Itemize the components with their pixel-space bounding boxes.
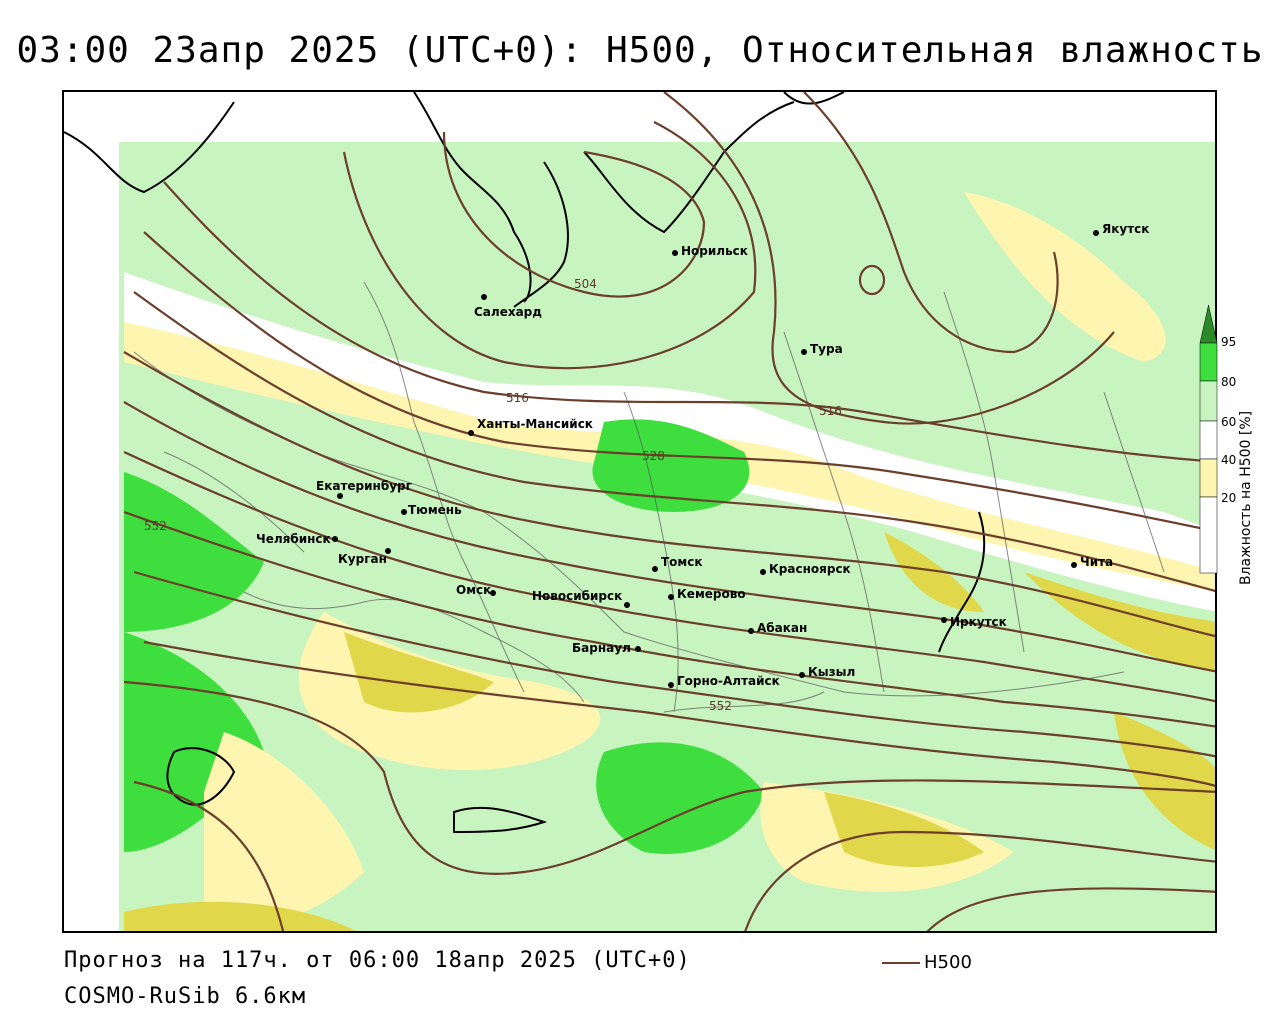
city-markers: Норильск Якутск Салехард Тура Ханты-Манс… xyxy=(256,222,1149,688)
city-omsk: Омск xyxy=(456,583,496,597)
svg-text:Барнаул: Барнаул xyxy=(572,641,631,655)
svg-text:Екатеринбург: Екатеринбург xyxy=(316,479,412,493)
city-kemerovo: Кемерово xyxy=(668,587,746,601)
colorbar-tick: 80 xyxy=(1221,375,1237,389)
colorbar-tick: 20 xyxy=(1221,491,1237,505)
map-title: 03:00 23апр 2025 (UTC+0): H500, Относите… xyxy=(16,30,1264,71)
svg-text:Кемерово: Кемерово xyxy=(677,587,746,601)
svg-text:Норильск: Норильск xyxy=(681,244,748,258)
svg-text:Якутск: Якутск xyxy=(1102,222,1149,236)
svg-text:Томск: Томск xyxy=(661,555,703,569)
city-gorno-altaysk: Горно-Алтайск xyxy=(668,674,780,688)
forecast-info: Прогноз на 117ч. от 06:00 18апр 2025 (UT… xyxy=(64,948,691,973)
colorbar-tick: 60 xyxy=(1221,415,1237,429)
humidity-colorbar: 95 80 60 40 20 xyxy=(1199,304,1280,595)
svg-text:Чита: Чита xyxy=(1080,555,1113,569)
contour-labels: 504 516 516 528 552 552 xyxy=(144,277,842,713)
series-legend-label: H500 xyxy=(924,952,972,973)
humidity-field xyxy=(64,92,1215,931)
svg-text:Иркутск: Иркутск xyxy=(950,615,1007,629)
map-panel[interactable]: 504 516 516 528 552 552 Норильск Якутск … xyxy=(62,90,1217,933)
h500-contours xyxy=(123,92,1215,931)
contour-label: 528 xyxy=(642,449,665,463)
series-legend-swatch xyxy=(882,961,920,964)
colorbar-tick: 40 xyxy=(1221,453,1237,467)
map-canvas: 504 516 516 528 552 552 Норильск Якутск … xyxy=(64,92,1215,931)
city-tura: Тура xyxy=(801,342,843,356)
city-tomsk: Томск xyxy=(652,555,703,572)
colorbar-title: Влажность на H500 [%] xyxy=(1238,410,1254,585)
city-yakutsk: Якутск xyxy=(1093,222,1149,236)
svg-text:Кызыл: Кызыл xyxy=(808,665,855,679)
svg-text:Тура: Тура xyxy=(810,342,843,356)
contour-label: 552 xyxy=(144,519,167,533)
city-barnaul: Барнаул xyxy=(572,641,641,655)
colorbar-arrow xyxy=(1199,304,1218,344)
city-salekhard: Салехард xyxy=(474,294,542,319)
svg-text:Курган: Курган xyxy=(338,552,387,566)
city-krasnoyarsk: Красноярск xyxy=(760,562,851,576)
contour-label: 516 xyxy=(819,404,842,418)
city-irkutsk: Иркутск xyxy=(941,615,1007,629)
city-chita: Чита xyxy=(1071,555,1113,569)
svg-text:Горно-Алтайск: Горно-Алтайск xyxy=(677,674,780,688)
city-chelyabinsk: Челябинск xyxy=(256,532,338,546)
contour-label: 552 xyxy=(709,699,732,713)
colorbar-tick: 95 xyxy=(1221,335,1237,349)
city-novosibirsk: Новосибирск xyxy=(532,589,630,608)
svg-text:Красноярск: Красноярск xyxy=(769,562,851,576)
svg-text:Абакан: Абакан xyxy=(757,621,807,635)
svg-text:Новосибирск: Новосибирск xyxy=(532,589,622,603)
city-kurgan: Курган xyxy=(338,548,391,566)
city-abakan: Абакан xyxy=(748,621,807,635)
svg-text:Челябинск: Челябинск xyxy=(256,532,331,546)
city-norilsk: Норильск xyxy=(672,244,748,258)
city-yekaterinburg: Екатеринбург xyxy=(316,479,412,499)
contour-label: 516 xyxy=(506,391,529,405)
svg-text:Омск: Омск xyxy=(456,583,491,597)
coastline xyxy=(64,92,986,834)
colorbar-swatches xyxy=(1199,304,1218,574)
series-legend: H500 xyxy=(882,952,972,973)
city-kyzyl: Кызыл xyxy=(799,665,855,679)
city-khanty-mansiysk: Ханты-Мансийск xyxy=(468,417,593,436)
svg-text:Тюмень: Тюмень xyxy=(408,503,462,517)
svg-text:Салехард: Салехард xyxy=(474,305,542,319)
svg-text:Ханты-Мансийск: Ханты-Мансийск xyxy=(477,417,593,431)
city-tyumen: Тюмень xyxy=(401,503,462,517)
model-name: COSMO-RuSib 6.6км xyxy=(64,984,307,1009)
contour-label: 504 xyxy=(574,277,597,291)
